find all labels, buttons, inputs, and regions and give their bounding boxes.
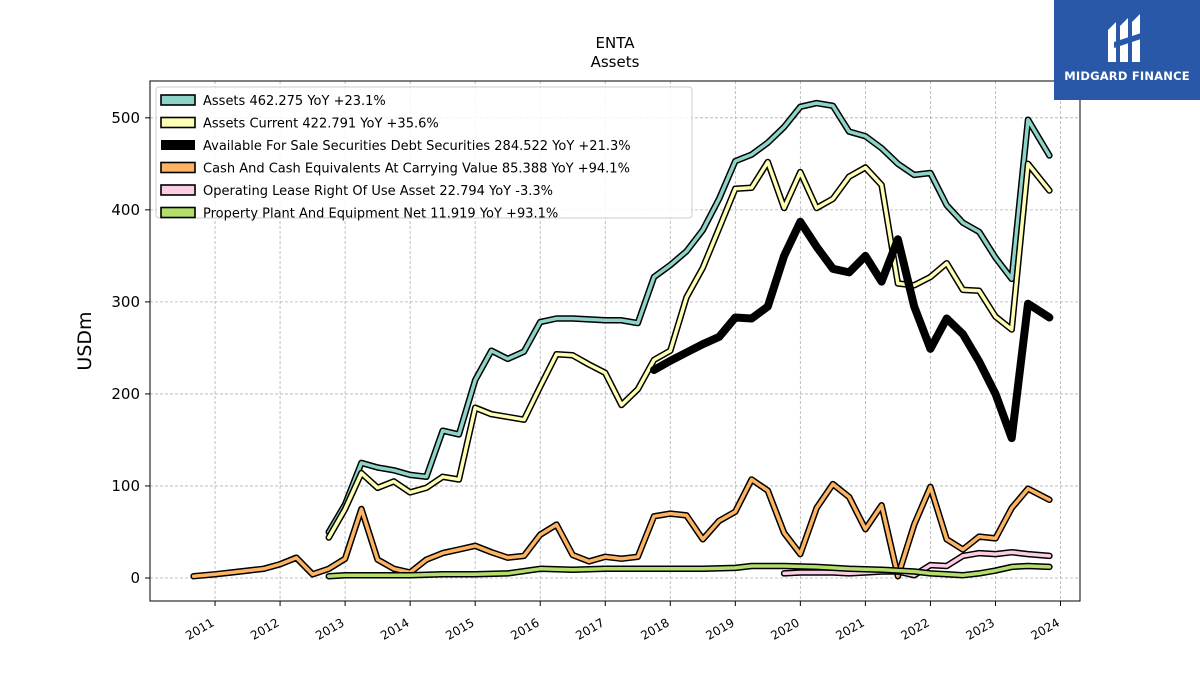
- x-tick-label: 2019: [703, 615, 736, 642]
- chart-title: ENTA: [596, 34, 636, 52]
- x-tick-label: 2020: [768, 615, 801, 642]
- brand-logo: MIDGARD FINANCE: [1054, 0, 1200, 100]
- series-line-outline: [190, 476, 1053, 580]
- chart-subtitle: Assets: [591, 53, 640, 71]
- series-line: [327, 101, 1052, 534]
- legend-label: Property Plant And Equipment Net 11.919 …: [203, 207, 558, 222]
- x-axis: 2011 2012 2013 2014 2015 2016 2017 2018 2019 2020…: [183, 601, 1062, 643]
- legend-item: Available For Sale Securities Debt Secur…: [161, 139, 631, 154]
- legend-swatch: [160, 206, 196, 219]
- series-line: [327, 160, 1052, 540]
- series-line: [782, 550, 1052, 577]
- x-tick-label: 2024: [1029, 615, 1062, 642]
- legend-item: Operating Lease Right Of Use Asset 22.79…: [160, 184, 553, 199]
- x-tick-label: 2017: [573, 615, 606, 642]
- legend: Assets 462.275 YoY +23.1% Assets Current …: [155, 86, 693, 222]
- legend-swatch: [161, 140, 195, 150]
- y-tick-label: 0: [130, 569, 140, 587]
- x-tick-label: 2013: [313, 615, 346, 642]
- legend-swatch: [160, 184, 196, 196]
- series-4: [780, 548, 1053, 579]
- logo-mark-icon: [1108, 14, 1144, 62]
- y-tick-label: 100: [111, 477, 140, 495]
- legend-label: Assets Current 422.791 YoY +35.6%: [203, 117, 439, 132]
- series-layer: [190, 99, 1054, 580]
- x-tick-label: 2022: [898, 615, 931, 642]
- plot-frame: [149, 80, 1081, 602]
- y-tick-label: 200: [111, 385, 140, 403]
- legend-box: [155, 86, 693, 219]
- x-tick-label: 2014: [378, 615, 411, 642]
- legend-swatch: [160, 94, 196, 106]
- y-tick-label: 400: [111, 201, 140, 219]
- y-axis: 0 100 200 300 400 500: [111, 109, 150, 587]
- y-tick-label: 500: [111, 109, 140, 127]
- legend-item: Property Plant And Equipment Net 11.919 …: [160, 206, 558, 222]
- x-tick-label: 2015: [443, 615, 476, 642]
- legend-label: Cash And Cash Equivalents At Carrying Va…: [203, 162, 630, 177]
- x-tick-label: 2018: [638, 615, 671, 642]
- series-line: [327, 564, 1052, 578]
- series-2: [650, 217, 1054, 443]
- legend-item: Cash And Cash Equivalents At Carrying Va…: [160, 161, 630, 177]
- y-tick-label: 300: [111, 293, 140, 311]
- x-tick-label: 2023: [964, 615, 997, 642]
- legend-label: Operating Lease Right Of Use Asset 22.79…: [203, 184, 553, 199]
- series-5: [325, 562, 1053, 580]
- series-line: [191, 477, 1052, 578]
- series-0: [325, 99, 1053, 536]
- legend-swatch: [160, 116, 196, 129]
- legend-item: Assets Current 422.791 YoY +35.6%: [160, 116, 439, 132]
- legend-swatch: [160, 161, 196, 174]
- series-1: [325, 158, 1053, 541]
- y-axis-label: USDm: [74, 311, 96, 370]
- series-line: [650, 217, 1054, 443]
- x-tick-label: 2021: [833, 615, 866, 642]
- x-tick-label: 2012: [248, 615, 281, 642]
- x-tick-label: 2011: [183, 615, 216, 642]
- legend-label: Assets 462.275 YoY +23.1%: [203, 94, 386, 109]
- x-tick-label: 2016: [508, 615, 541, 642]
- legend-label: Available For Sale Securities Debt Secur…: [203, 139, 631, 154]
- legend-item: Assets 462.275 YoY +23.1%: [160, 94, 386, 109]
- brand-name: MIDGARD FINANCE: [1064, 69, 1190, 83]
- series-3: [190, 476, 1053, 580]
